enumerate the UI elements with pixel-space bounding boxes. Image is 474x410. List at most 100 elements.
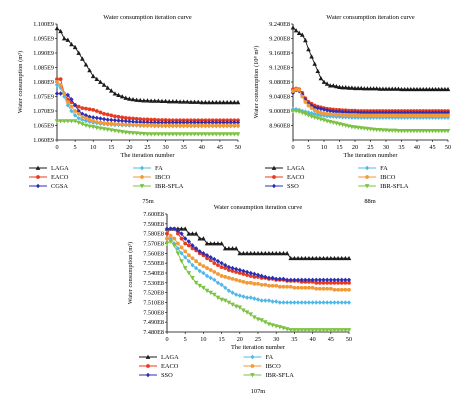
data-point (233, 304, 239, 309)
data-point (213, 132, 219, 137)
data-point (405, 129, 410, 134)
data-point (193, 231, 199, 236)
data-point (312, 111, 317, 117)
data-point (109, 113, 114, 118)
data-point (291, 89, 295, 93)
data-point (206, 120, 212, 125)
data-point (214, 120, 219, 125)
data-point (91, 107, 96, 112)
data-point (396, 110, 401, 116)
data-point (172, 226, 177, 232)
data-point (420, 86, 426, 92)
data-point (167, 123, 172, 128)
data-point (183, 249, 188, 254)
data-point (219, 297, 224, 302)
data-point (293, 28, 299, 33)
data-point (210, 120, 215, 125)
data-point (405, 113, 410, 118)
data-point (328, 277, 333, 283)
y-tick-label: 7.500E8 (143, 309, 164, 316)
data-point (393, 113, 398, 118)
data-point (315, 109, 320, 114)
x-tick-label: 35 (181, 144, 187, 151)
data-point (127, 96, 132, 101)
data-point (141, 120, 146, 125)
data-point (303, 285, 308, 290)
data-point (255, 317, 261, 322)
data-point (190, 243, 195, 248)
data-point (65, 119, 71, 124)
data-point (399, 86, 404, 92)
data-point (177, 120, 183, 125)
data-point (170, 132, 176, 137)
data-point (176, 241, 180, 246)
data-point (299, 300, 304, 305)
data-point (427, 129, 432, 134)
data-point (335, 300, 341, 305)
data-point (223, 285, 228, 291)
data-point (411, 115, 416, 120)
data-point (193, 280, 199, 286)
data-point (346, 300, 352, 305)
data-point (292, 300, 297, 305)
data-point (134, 119, 139, 125)
data-point (226, 246, 232, 251)
x-tick-label: 30 (163, 144, 169, 151)
x-tick-label: 10 (200, 336, 206, 343)
legend-label: FA (380, 165, 388, 172)
data-point (80, 56, 85, 61)
series-laga (54, 25, 241, 105)
x-tick-label: 0 (165, 336, 168, 343)
data-point (310, 277, 315, 283)
data-point (234, 266, 239, 272)
data-point (182, 226, 188, 231)
data-point (421, 113, 426, 118)
data-point (339, 277, 344, 283)
data-point (340, 114, 345, 120)
data-point (312, 108, 317, 113)
data-point (312, 105, 317, 110)
data-point (163, 120, 168, 125)
data-point (185, 118, 190, 123)
x-tick-label: 15 (336, 144, 342, 151)
series-ibr-sfla (290, 109, 451, 134)
data-point (334, 112, 339, 117)
data-point (194, 246, 199, 251)
data-point (230, 290, 235, 295)
y-tick-label: 7.560E8 (143, 250, 164, 257)
legend-swatch-marker (145, 354, 151, 359)
data-point (352, 125, 358, 130)
data-point (174, 118, 179, 123)
data-point (221, 123, 226, 128)
data-point (159, 132, 165, 137)
data-point (337, 84, 342, 89)
data-point (113, 122, 117, 126)
y-tick-label: 1.060E9 (33, 137, 54, 144)
data-point (228, 120, 233, 125)
x-tick-label: 50 (235, 144, 241, 151)
data-point (225, 118, 230, 123)
data-point (210, 118, 215, 123)
data-point (219, 241, 224, 246)
data-point (270, 323, 275, 328)
data-point (339, 287, 344, 292)
data-point (208, 275, 213, 281)
data-point (167, 118, 172, 123)
data-point (98, 120, 103, 125)
data-point (343, 300, 348, 305)
data-point (417, 86, 423, 92)
data-point (212, 241, 217, 246)
data-point (119, 129, 125, 135)
data-point (214, 118, 219, 123)
data-point (141, 117, 146, 122)
data-point (156, 118, 161, 122)
data-point (255, 272, 261, 278)
data-point (222, 246, 228, 251)
data-point (321, 107, 327, 112)
data-point (241, 279, 246, 284)
legend-item-cgsa: CGSA (29, 183, 68, 190)
data-point (386, 86, 392, 91)
data-point (54, 25, 60, 31)
data-point (321, 277, 326, 283)
data-point (362, 126, 367, 131)
